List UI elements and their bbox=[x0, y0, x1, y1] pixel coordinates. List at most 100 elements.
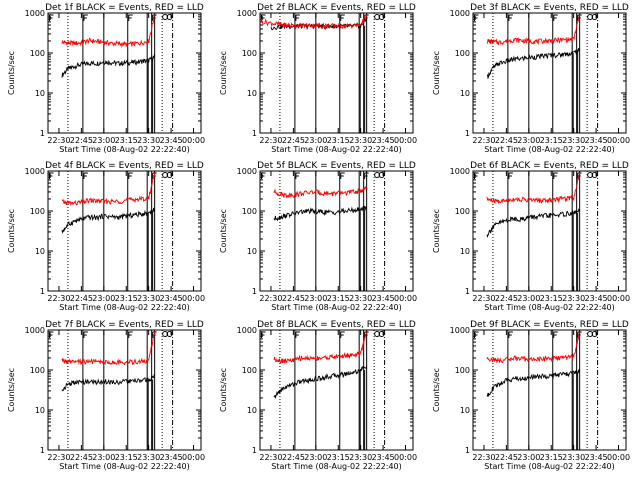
x-tick-label: 23:30 bbox=[137, 294, 160, 303]
chart-title: Det 8f BLACK = Events, RED = LLD bbox=[257, 320, 416, 330]
panel-det-5f: Det 5f BLACK = Events, RED = LLD 1 10 100 10… bbox=[219, 161, 417, 312]
x-tick-label: 23:30 bbox=[137, 136, 160, 145]
y-axis-label: Counts/sec bbox=[219, 368, 228, 412]
panel-det-7f: Det 7f BLACK = Events, RED = LLD 1 10 100 10… bbox=[7, 320, 205, 471]
y-tick-label: 1 bbox=[252, 287, 257, 296]
x-tick-label: 23:00 bbox=[92, 136, 115, 145]
x-tick-label: 22:30 bbox=[259, 453, 282, 462]
x-tick-label: 22:30 bbox=[472, 453, 495, 462]
x-tick-label: 23:30 bbox=[562, 136, 585, 145]
x-tick-label: 00:00 bbox=[394, 453, 417, 462]
series-line-events bbox=[273, 365, 368, 399]
y-tick-label: 1000 bbox=[237, 9, 257, 18]
x-tick-label: 00:00 bbox=[607, 136, 630, 145]
y-axis-label: Counts/sec bbox=[7, 209, 16, 253]
chart-title: Det 1f BLACK = Events, RED = LLD bbox=[45, 3, 204, 13]
panel-det-8f: Det 8f BLACK = Events, RED = LLD 1 10 100 10… bbox=[219, 320, 417, 471]
y-tick-label: 10 bbox=[247, 247, 257, 256]
x-tick-label: 22:30 bbox=[472, 294, 495, 303]
x-tick-label: 23:15 bbox=[327, 453, 350, 462]
x-tick-label: 23:00 bbox=[92, 294, 115, 303]
y-tick-label: 10 bbox=[247, 406, 257, 415]
x-axis-label: Start Time (08-Aug-02 22:22:40) bbox=[59, 462, 190, 471]
y-tick-label: 1 bbox=[465, 287, 470, 296]
y-tick-label: 100 bbox=[30, 49, 45, 58]
x-axis-label: Start Time (08-Aug-02 22:22:40) bbox=[271, 462, 402, 471]
x-axis-label: Start Time (08-Aug-02 22:22:40) bbox=[271, 145, 402, 154]
x-tick-label: 23:45 bbox=[160, 294, 183, 303]
series-line-lld bbox=[61, 172, 156, 207]
x-tick-label: 22:45 bbox=[70, 453, 93, 462]
panel-det-2f: Det 2f BLACK = Events, RED = LLD 1 10 100 10… bbox=[219, 3, 417, 154]
x-tick-label: 22:45 bbox=[282, 453, 305, 462]
x-tick-label: 23:45 bbox=[372, 136, 395, 145]
x-tick-label: 23:45 bbox=[585, 294, 608, 303]
chart-title: Det 6f BLACK = Events, RED = LLD bbox=[470, 161, 629, 171]
y-tick-label: 100 bbox=[455, 366, 470, 375]
x-tick-label: 00:00 bbox=[394, 136, 417, 145]
y-tick-label: 1 bbox=[40, 287, 45, 296]
x-tick-label: 23:00 bbox=[517, 294, 540, 303]
chart-title: Det 5f BLACK = Events, RED = LLD bbox=[257, 161, 416, 171]
x-tick-label: 23:45 bbox=[160, 136, 183, 145]
saa-marker bbox=[374, 331, 381, 337]
x-tick-label: 22:45 bbox=[282, 294, 305, 303]
saa-marker bbox=[378, 14, 385, 20]
x-tick-label: 23:30 bbox=[349, 453, 372, 462]
saa-marker bbox=[591, 331, 598, 337]
series-line-lld bbox=[486, 172, 581, 205]
saa-marker bbox=[162, 14, 169, 20]
x-tick-label: 23:30 bbox=[562, 453, 585, 462]
series-line-events bbox=[273, 205, 368, 222]
saa-marker bbox=[591, 172, 598, 178]
y-axis-label: Counts/sec bbox=[432, 51, 441, 95]
series-line-events bbox=[486, 208, 581, 238]
x-tick-label: 22:45 bbox=[495, 136, 518, 145]
y-axis-label: Counts/sec bbox=[7, 368, 16, 412]
y-tick-label: 10 bbox=[35, 89, 45, 98]
x-tick-label: 22:45 bbox=[282, 136, 305, 145]
x-tick-label: 23:45 bbox=[372, 453, 395, 462]
saa-marker bbox=[374, 172, 381, 178]
series-line-events bbox=[61, 207, 156, 234]
panel-det-9f: Det 9f BLACK = Events, RED = LLD 1 10 100 10… bbox=[432, 320, 630, 471]
y-tick-label: 100 bbox=[242, 207, 257, 216]
plot-frame bbox=[47, 12, 202, 134]
saa-marker bbox=[591, 14, 598, 20]
x-axis-label: Start Time (08-Aug-02 22:22:40) bbox=[59, 303, 190, 312]
y-tick-label: 10 bbox=[35, 247, 45, 256]
plot-frame bbox=[259, 170, 414, 292]
saa-marker bbox=[587, 331, 594, 337]
plot-frame bbox=[47, 170, 202, 292]
y-tick-label: 1 bbox=[252, 446, 257, 455]
x-tick-label: 23:15 bbox=[540, 453, 563, 462]
y-tick-label: 1000 bbox=[25, 326, 45, 335]
x-axis-label: Start Time (08-Aug-02 22:22:40) bbox=[484, 462, 615, 471]
series-line-lld bbox=[260, 14, 368, 30]
y-tick-label: 1000 bbox=[25, 9, 45, 18]
x-tick-label: 00:00 bbox=[182, 136, 205, 145]
x-tick-label: 23:30 bbox=[562, 294, 585, 303]
x-tick-label: 23:15 bbox=[327, 136, 350, 145]
panel-det-6f: Det 6f BLACK = Events, RED = LLD 1 10 100 10… bbox=[432, 161, 630, 312]
y-tick-label: 1000 bbox=[25, 167, 45, 176]
x-tick-label: 23:15 bbox=[327, 294, 350, 303]
y-tick-label: 1 bbox=[40, 129, 45, 138]
x-tick-label: 23:00 bbox=[517, 136, 540, 145]
plot-frame bbox=[259, 329, 414, 451]
y-tick-label: 100 bbox=[455, 207, 470, 216]
saa-marker bbox=[378, 331, 385, 337]
x-tick-label: 23:15 bbox=[540, 294, 563, 303]
chart-title: Det 4f BLACK = Events, RED = LLD bbox=[45, 161, 204, 171]
x-tick-label: 23:00 bbox=[304, 294, 327, 303]
x-tick-label: 00:00 bbox=[182, 294, 205, 303]
y-tick-label: 1 bbox=[465, 129, 470, 138]
y-tick-label: 10 bbox=[35, 406, 45, 415]
y-tick-label: 1000 bbox=[237, 167, 257, 176]
chart-title: Det 9f BLACK = Events, RED = LLD bbox=[470, 320, 629, 330]
series-line-events bbox=[486, 368, 581, 397]
x-tick-label: 22:30 bbox=[47, 136, 70, 145]
series-line-lld bbox=[273, 331, 368, 364]
x-tick-label: 23:45 bbox=[585, 136, 608, 145]
plot-frame bbox=[472, 12, 627, 134]
